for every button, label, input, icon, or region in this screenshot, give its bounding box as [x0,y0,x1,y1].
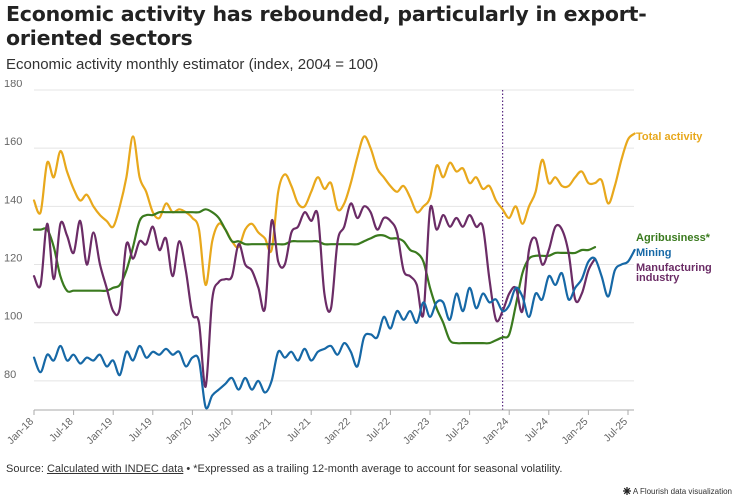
series-label-agri: Agribusiness* [636,232,711,244]
series-line-manufacturing [32,202,597,388]
x-tick-label: Jul-24 [522,416,551,445]
flourish-credit[interactable]: A Flourish data visualization [623,487,732,496]
axes: 80 100 120 140 160 180 Jan-18 Jul-18 Jan-19 Jul-1… [4,80,634,447]
x-tick-label: Jan-23 [401,416,432,447]
footnote: • *Expressed as a trailing 12-month aver… [183,463,563,475]
grid [34,89,634,410]
source-link[interactable]: Calculated with INDEC data [46,463,184,475]
footer: Source: Calculated with INDEC data • *Ex… [6,463,562,475]
x-tick-label: Jul-21 [285,416,314,445]
series-label-mining: Mining [636,247,671,259]
chart-subtitle: Economic activity monthly estimator (ind… [6,56,379,73]
series-label-text: Total activity [636,131,703,143]
x-tick-label: Jan-18 [5,416,36,447]
chart-title: Economic activity has rebounded, particu… [6,2,647,50]
x-tick-label: Jan-20 [163,416,194,447]
x-tick-label: Jan-21 [243,416,274,447]
series-line-total [32,132,636,287]
x-tick-label: Jan-25 [559,416,590,447]
x-tick-label: Jul-23 [443,416,472,445]
x-tick-label: Jul-25 [601,416,630,445]
series-label-text: Manufacturing [636,262,712,274]
y-tick-label: 100 [4,311,22,323]
series-labels: Total activity Agribusiness* Mining Manufac… [636,131,712,284]
x-tick-label: Jul-22 [364,416,393,445]
series-label-total: Total activity [636,131,703,143]
series-label-text: Agribusiness* [636,232,711,244]
line-chart: 80 100 120 140 160 180 Jan-18 Jul-18 Jan-19 Jul-1… [4,80,712,447]
y-tick-label: 180 [4,80,22,90]
y-tick-label: 120 [4,253,22,265]
x-tick-label: Jan-24 [480,416,511,447]
x-tick-label: Jul-18 [47,416,76,445]
series-line-mining [32,248,636,410]
x-tick-label: Jul-19 [126,416,155,445]
x-tick-label: Jan-22 [322,416,353,447]
x-tick-label: Jul-20 [205,416,234,445]
y-tick-label: 140 [4,194,22,206]
flourish-credit-text: A Flourish data visualization [632,487,732,496]
source-label: Source: [6,463,47,475]
flourish-icon [623,487,632,495]
series-label-text: industry [636,272,680,284]
series-label-text: Mining [636,247,671,259]
series [32,132,636,410]
series-line-agri [32,208,597,345]
y-tick-label: 80 [4,369,16,381]
x-tick-label: Jan-19 [84,416,115,447]
y-tick-label: 160 [4,136,22,148]
